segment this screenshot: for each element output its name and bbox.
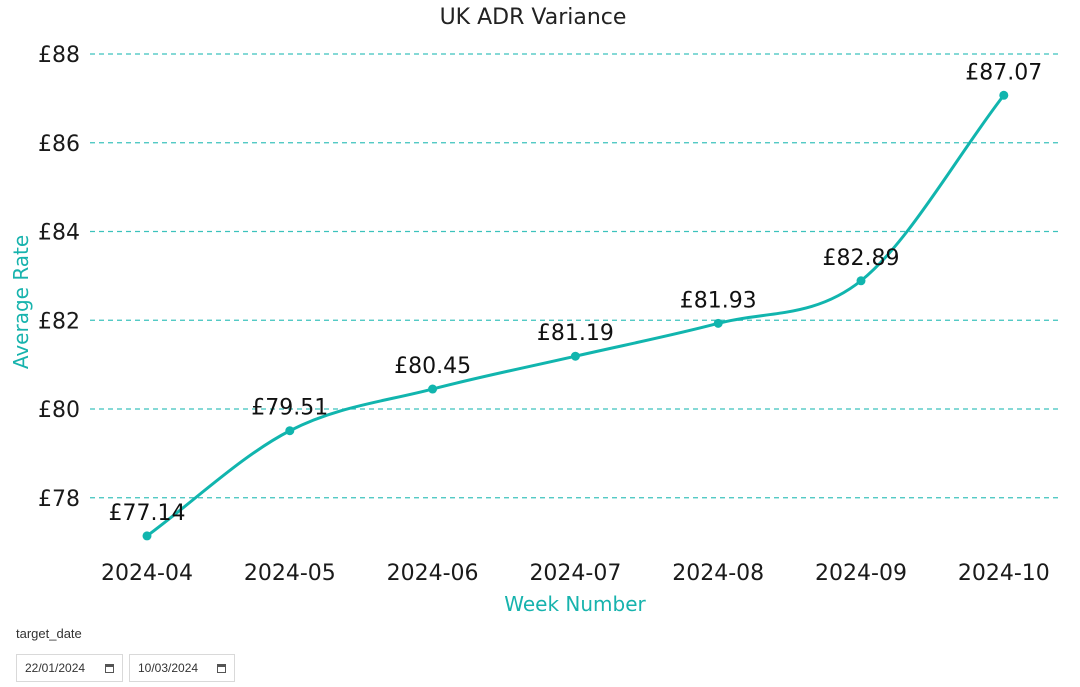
start-date-value: 22/01/2024: [25, 661, 86, 675]
data-label: £81.19: [537, 321, 614, 346]
data-point: [285, 426, 295, 436]
data-point: [142, 531, 152, 541]
data-label: £79.51: [251, 396, 328, 421]
data-point: [570, 351, 580, 361]
end-date-value: 10/03/2024: [138, 661, 199, 675]
series-line: [145, 93, 1006, 538]
data-label: £80.45: [394, 354, 471, 379]
data-label: £87.07: [965, 60, 1042, 85]
x-tick-label: 2024-10: [958, 561, 1050, 586]
x-tick-label: 2024-09: [815, 561, 907, 586]
y-tick-label: £86: [38, 132, 80, 157]
y-tick-label: £82: [38, 309, 80, 334]
date-slicer-label: target_date: [16, 626, 82, 641]
y-tick-label: £78: [38, 487, 80, 512]
end-date-field[interactable]: 10/03/2024: [129, 654, 235, 682]
data-points: [142, 90, 1009, 541]
data-point: [713, 318, 723, 328]
y-tick-label: £84: [38, 221, 80, 246]
x-tick-label: 2024-04: [101, 561, 193, 586]
data-label: £77.14: [109, 501, 186, 526]
y-axis-ticks: £78 £80 £82 £84 £86 £88: [38, 43, 80, 512]
data-point: [428, 384, 438, 394]
data-point: [999, 90, 1009, 100]
x-tick-label: 2024-08: [672, 561, 764, 586]
y-tick-label: £80: [38, 398, 80, 423]
gridlines: [90, 53, 1062, 499]
calendar-icon[interactable]: [217, 663, 226, 673]
data-point: [856, 276, 866, 286]
line-chart: UK ADR Variance £78 £80 £82 £84 £86 £88 2024-…: [9, 5, 1062, 616]
x-tick-label: 2024-07: [529, 561, 621, 586]
data-label: £82.89: [823, 246, 900, 271]
chart-title: UK ADR Variance: [440, 5, 627, 30]
data-label: £81.93: [680, 288, 757, 313]
x-axis-title: Week Number: [504, 592, 646, 616]
calendar-icon[interactable]: [105, 663, 114, 673]
start-date-field[interactable]: 22/01/2024: [16, 654, 123, 682]
data-labels: £77.14 £79.51 £80.45 £81.19 £81.93 £82.89 £87.…: [109, 60, 1043, 526]
y-axis-title: Average Rate: [9, 235, 33, 369]
y-tick-label: £88: [38, 43, 80, 68]
x-axis-ticks: 2024-04 2024-05 2024-06 2024-07 2024-08 2024-…: [101, 561, 1050, 586]
x-tick-label: 2024-06: [387, 561, 479, 586]
x-tick-label: 2024-05: [244, 561, 336, 586]
